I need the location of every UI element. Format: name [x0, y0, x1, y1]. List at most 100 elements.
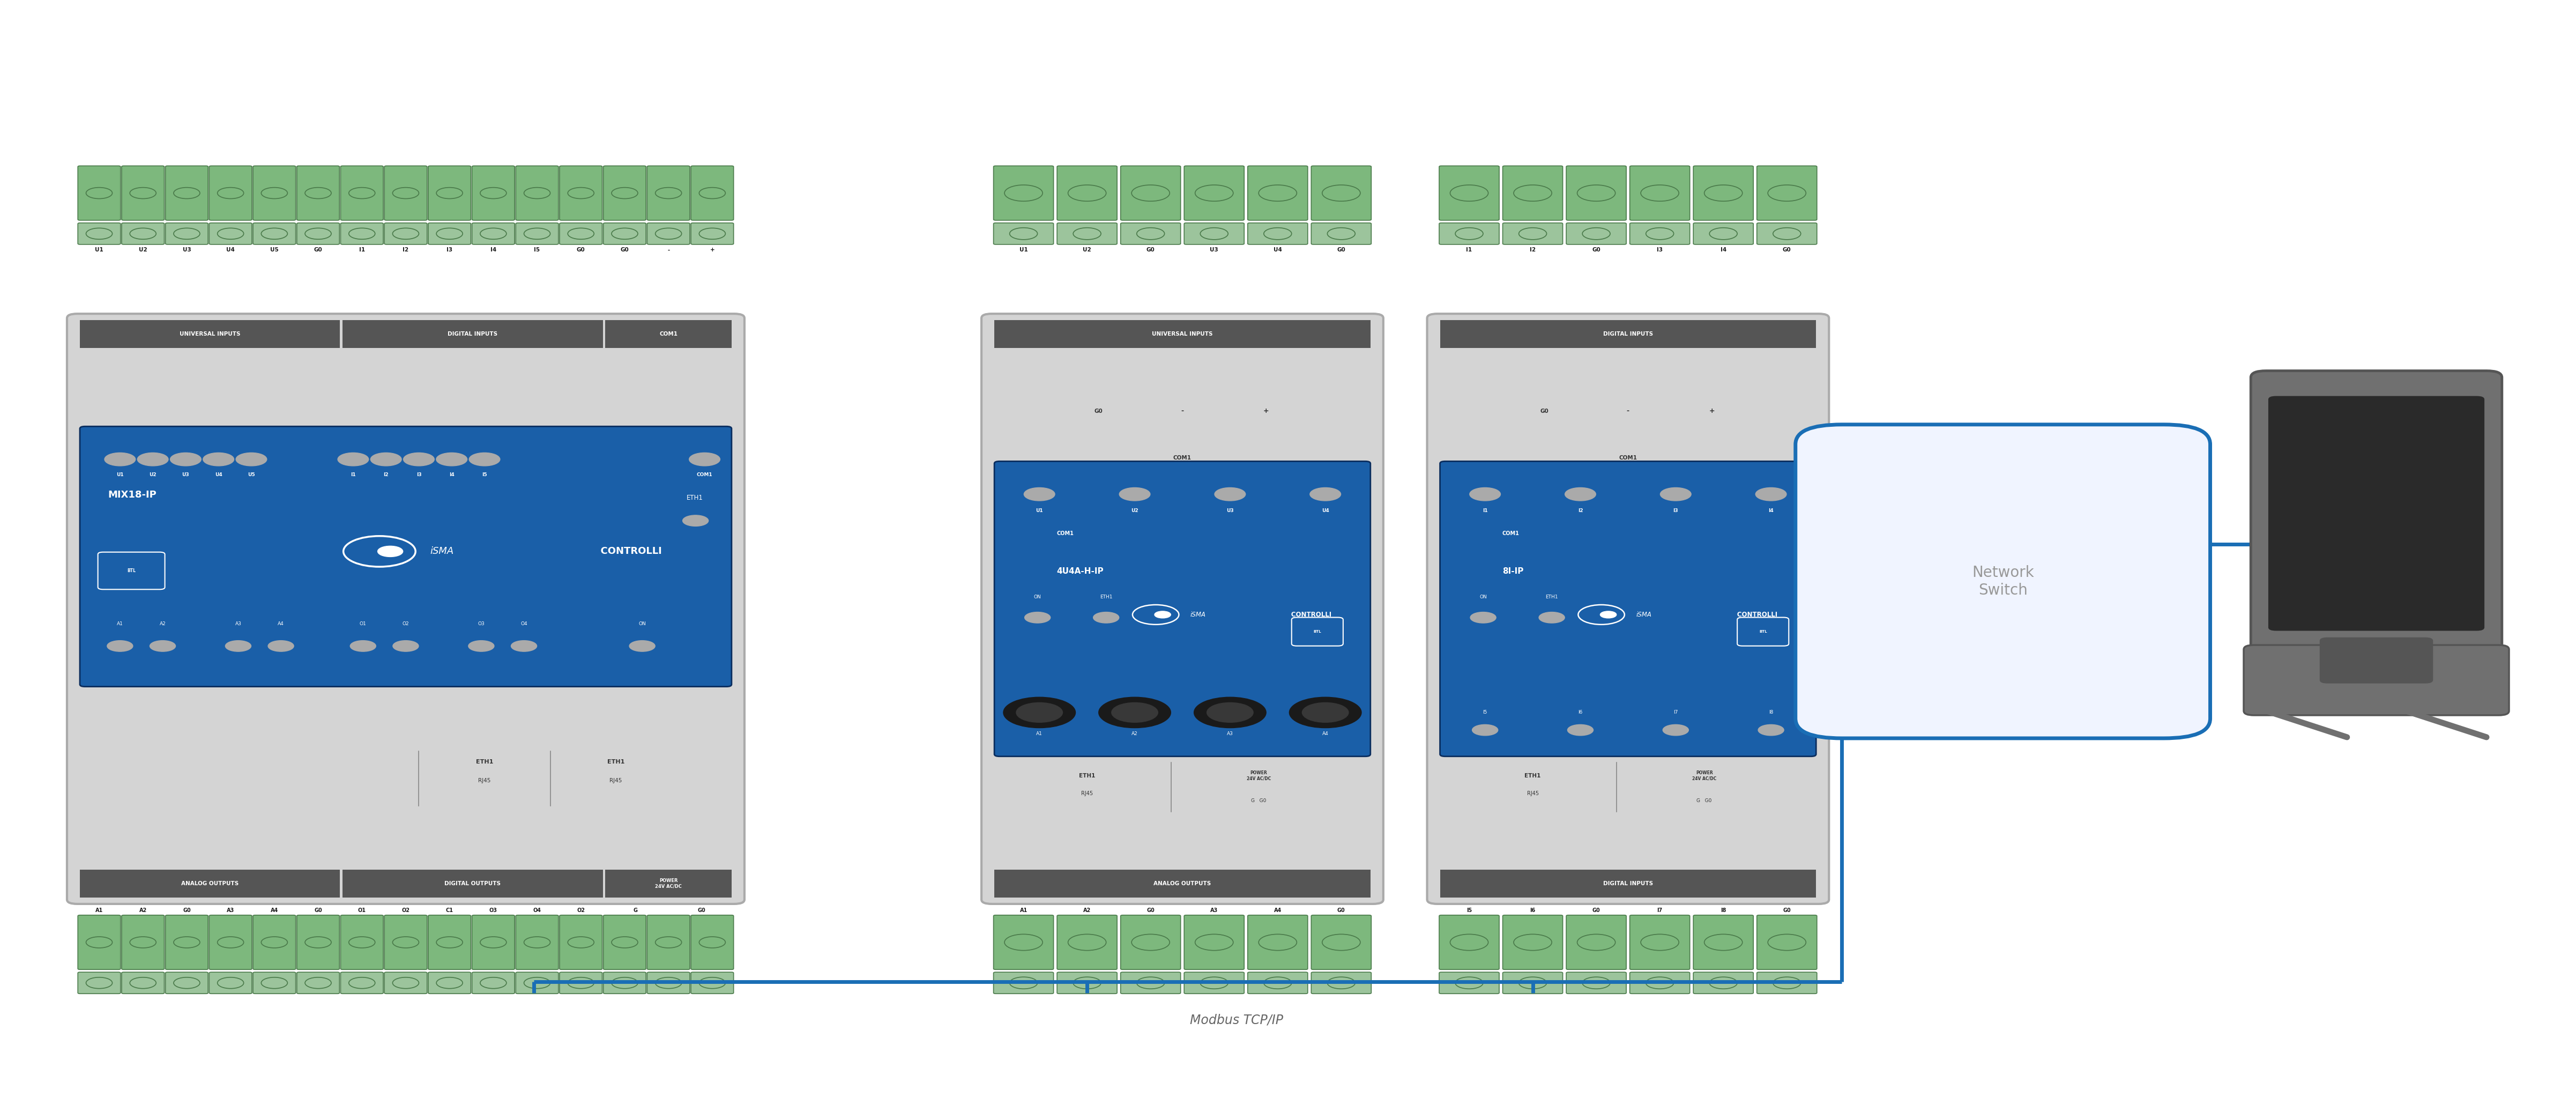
- Text: G0: G0: [314, 248, 322, 252]
- Text: O4: O4: [533, 908, 541, 913]
- Text: POWER
24V AC/DC: POWER 24V AC/DC: [654, 879, 683, 889]
- Text: A2: A2: [139, 908, 147, 913]
- Text: 8I-IP: 8I-IP: [1502, 567, 1522, 575]
- Text: DIGITAL INPUTS: DIGITAL INPUTS: [1602, 881, 1654, 886]
- Circle shape: [629, 641, 654, 652]
- Text: iSMA: iSMA: [1190, 611, 1206, 618]
- Text: ETH1: ETH1: [688, 494, 703, 501]
- FancyBboxPatch shape: [77, 166, 121, 220]
- FancyBboxPatch shape: [559, 223, 603, 245]
- FancyBboxPatch shape: [1185, 223, 1244, 245]
- Text: I3: I3: [1672, 509, 1680, 513]
- Text: A3: A3: [1226, 731, 1234, 736]
- FancyBboxPatch shape: [1440, 972, 1499, 994]
- Text: O1: O1: [358, 908, 366, 913]
- Text: A1: A1: [1020, 908, 1028, 913]
- FancyBboxPatch shape: [1121, 166, 1180, 220]
- Circle shape: [1471, 612, 1497, 623]
- Circle shape: [435, 453, 466, 466]
- Text: I8: I8: [1770, 710, 1772, 715]
- Text: I6: I6: [1530, 908, 1535, 913]
- FancyBboxPatch shape: [77, 972, 121, 994]
- Circle shape: [1118, 487, 1149, 500]
- Circle shape: [1193, 698, 1267, 728]
- FancyBboxPatch shape: [1502, 972, 1564, 994]
- Text: G0: G0: [577, 248, 585, 252]
- FancyBboxPatch shape: [384, 223, 428, 245]
- Text: COM1: COM1: [1618, 455, 1638, 461]
- FancyBboxPatch shape: [559, 166, 603, 220]
- Text: G0: G0: [621, 248, 629, 252]
- FancyBboxPatch shape: [1247, 166, 1309, 220]
- Text: I1: I1: [1466, 248, 1471, 252]
- Text: U1: U1: [95, 248, 103, 252]
- FancyBboxPatch shape: [1757, 972, 1816, 994]
- Text: U3: U3: [1211, 248, 1218, 252]
- FancyBboxPatch shape: [603, 972, 647, 994]
- Text: I4: I4: [489, 248, 497, 252]
- Text: A4: A4: [1275, 908, 1280, 913]
- Text: G0: G0: [1337, 908, 1345, 913]
- Text: O2: O2: [577, 908, 585, 913]
- Text: I3: I3: [417, 473, 422, 477]
- FancyBboxPatch shape: [340, 972, 384, 994]
- Text: U2: U2: [1082, 248, 1092, 252]
- Circle shape: [1113, 702, 1157, 722]
- Circle shape: [1025, 612, 1051, 623]
- Circle shape: [1015, 702, 1061, 722]
- Text: G0: G0: [1783, 908, 1790, 913]
- Text: ETH1: ETH1: [1525, 773, 1540, 779]
- Circle shape: [1664, 724, 1690, 735]
- FancyBboxPatch shape: [1311, 972, 1370, 994]
- FancyBboxPatch shape: [603, 915, 647, 970]
- Text: O3: O3: [477, 622, 484, 626]
- FancyBboxPatch shape: [1121, 972, 1180, 994]
- FancyBboxPatch shape: [1185, 166, 1244, 220]
- Text: -: -: [1180, 408, 1185, 415]
- FancyBboxPatch shape: [605, 870, 732, 897]
- FancyBboxPatch shape: [121, 223, 165, 245]
- FancyBboxPatch shape: [471, 915, 515, 970]
- Text: CONTROLLI: CONTROLLI: [1278, 611, 1332, 618]
- FancyBboxPatch shape: [1440, 166, 1499, 220]
- Text: A2: A2: [1084, 908, 1090, 913]
- Circle shape: [371, 453, 402, 466]
- FancyBboxPatch shape: [1502, 166, 1564, 220]
- FancyBboxPatch shape: [515, 166, 559, 220]
- FancyBboxPatch shape: [165, 972, 209, 994]
- Text: U3: U3: [183, 473, 188, 477]
- Circle shape: [337, 453, 368, 466]
- FancyBboxPatch shape: [252, 166, 296, 220]
- Text: Modbus TCP/IP: Modbus TCP/IP: [1190, 1014, 1283, 1027]
- Text: A3: A3: [227, 908, 234, 913]
- Circle shape: [204, 453, 234, 466]
- FancyBboxPatch shape: [1502, 223, 1564, 245]
- Circle shape: [1092, 612, 1118, 623]
- Text: U4: U4: [227, 248, 234, 252]
- FancyBboxPatch shape: [296, 972, 340, 994]
- Text: I2: I2: [1577, 509, 1584, 513]
- FancyBboxPatch shape: [1566, 223, 1625, 245]
- Circle shape: [1566, 487, 1595, 500]
- Text: A4: A4: [1321, 731, 1329, 736]
- FancyBboxPatch shape: [1185, 972, 1244, 994]
- FancyBboxPatch shape: [1757, 915, 1816, 970]
- FancyBboxPatch shape: [690, 972, 734, 994]
- Text: U2: U2: [149, 473, 157, 477]
- Circle shape: [1216, 487, 1244, 500]
- Circle shape: [1288, 698, 1360, 728]
- FancyBboxPatch shape: [80, 870, 340, 897]
- Text: UNIVERSAL INPUTS: UNIVERSAL INPUTS: [180, 331, 240, 337]
- FancyBboxPatch shape: [428, 223, 471, 245]
- FancyBboxPatch shape: [471, 972, 515, 994]
- FancyBboxPatch shape: [603, 166, 647, 220]
- Text: A1: A1: [116, 622, 124, 626]
- Circle shape: [1600, 611, 1615, 618]
- FancyBboxPatch shape: [1247, 915, 1309, 970]
- Text: RJ45: RJ45: [1082, 791, 1092, 796]
- Circle shape: [268, 641, 294, 652]
- FancyBboxPatch shape: [1795, 425, 2210, 738]
- FancyBboxPatch shape: [2318, 637, 2432, 683]
- Text: ANALOG OUTPUTS: ANALOG OUTPUTS: [1154, 881, 1211, 886]
- Text: I5: I5: [1484, 710, 1486, 715]
